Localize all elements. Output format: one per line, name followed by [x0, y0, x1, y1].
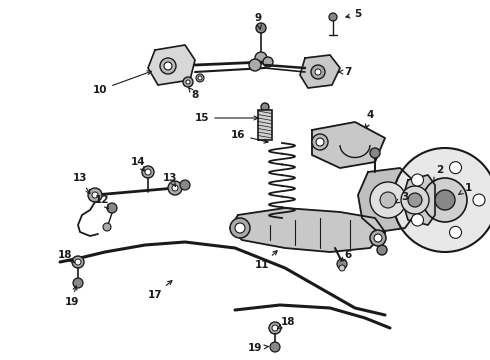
Circle shape: [374, 234, 382, 242]
Circle shape: [186, 80, 190, 84]
Text: 2: 2: [434, 165, 443, 181]
Text: 17: 17: [147, 280, 172, 300]
Circle shape: [370, 148, 380, 158]
Circle shape: [196, 74, 204, 82]
Text: 13: 13: [73, 173, 90, 194]
Circle shape: [92, 192, 98, 198]
Text: 1: 1: [459, 183, 471, 194]
Circle shape: [435, 190, 455, 210]
Circle shape: [316, 138, 324, 146]
Text: 8: 8: [189, 87, 198, 100]
Text: 18: 18: [58, 250, 75, 263]
Circle shape: [172, 185, 178, 191]
Circle shape: [145, 169, 151, 175]
Circle shape: [412, 174, 423, 186]
Polygon shape: [148, 45, 195, 85]
Circle shape: [142, 166, 154, 178]
Text: 19: 19: [65, 286, 79, 307]
Bar: [258, 110, 272, 140]
Circle shape: [423, 178, 467, 222]
Text: 10: 10: [93, 71, 151, 95]
Text: 19: 19: [248, 343, 268, 353]
Circle shape: [408, 193, 422, 207]
Text: 12: 12: [95, 195, 109, 209]
Circle shape: [168, 181, 182, 195]
Circle shape: [103, 223, 111, 231]
Circle shape: [449, 162, 462, 174]
Circle shape: [401, 186, 429, 214]
Text: 16: 16: [231, 130, 268, 143]
Text: 7: 7: [339, 67, 352, 77]
Circle shape: [380, 192, 396, 208]
Circle shape: [235, 223, 245, 233]
Polygon shape: [230, 208, 385, 252]
Circle shape: [164, 62, 172, 70]
Text: 9: 9: [254, 13, 262, 29]
Circle shape: [160, 58, 176, 74]
Circle shape: [75, 259, 81, 265]
Circle shape: [73, 278, 83, 288]
Circle shape: [339, 265, 345, 271]
Circle shape: [180, 180, 190, 190]
Circle shape: [370, 230, 386, 246]
Circle shape: [269, 322, 281, 334]
Circle shape: [261, 103, 269, 111]
Text: 15: 15: [195, 113, 258, 123]
Circle shape: [412, 214, 423, 226]
Circle shape: [270, 342, 280, 352]
Text: 4: 4: [366, 110, 374, 128]
Circle shape: [107, 203, 117, 213]
Text: 13: 13: [163, 173, 177, 186]
Text: 6: 6: [341, 250, 352, 261]
Text: 3: 3: [395, 192, 409, 203]
Circle shape: [249, 59, 261, 71]
Circle shape: [198, 76, 202, 80]
Circle shape: [473, 194, 485, 206]
Circle shape: [263, 57, 273, 67]
Circle shape: [88, 188, 102, 202]
Text: 11: 11: [255, 251, 277, 270]
Circle shape: [377, 245, 387, 255]
Polygon shape: [358, 168, 418, 232]
Circle shape: [329, 13, 337, 21]
Circle shape: [183, 77, 193, 87]
Circle shape: [72, 256, 84, 268]
Circle shape: [315, 69, 321, 75]
Circle shape: [337, 259, 347, 269]
Polygon shape: [300, 55, 340, 88]
Circle shape: [449, 226, 462, 238]
Polygon shape: [402, 175, 435, 225]
Text: 18: 18: [278, 317, 295, 329]
Circle shape: [370, 182, 406, 218]
Circle shape: [255, 52, 267, 64]
Circle shape: [393, 148, 490, 252]
Circle shape: [230, 218, 250, 238]
Text: 5: 5: [346, 9, 362, 19]
Circle shape: [312, 134, 328, 150]
Circle shape: [272, 325, 278, 331]
Text: 14: 14: [131, 157, 146, 171]
Polygon shape: [312, 122, 385, 168]
Circle shape: [311, 65, 325, 79]
Circle shape: [256, 23, 266, 33]
